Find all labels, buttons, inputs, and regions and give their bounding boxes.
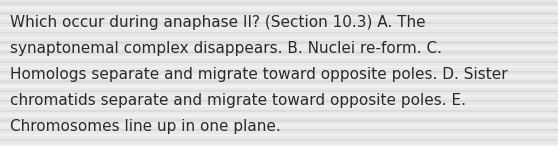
Bar (0, 66, 558, 68)
Bar (0, 139, 558, 141)
Bar (0, 75, 558, 78)
Bar (0, 17, 558, 19)
Bar (0, 134, 558, 136)
Bar (0, 105, 558, 107)
Bar (0, 27, 558, 29)
Text: Chromosomes line up in one plane.: Chromosomes line up in one plane. (10, 119, 281, 134)
Bar (0, 71, 558, 73)
Bar (0, 124, 558, 127)
Bar (0, 12, 558, 15)
Bar (0, 32, 558, 34)
Bar (0, 85, 558, 88)
Bar (0, 80, 558, 83)
Bar (0, 7, 558, 10)
Bar (0, 95, 558, 97)
Text: Which occur during anaphase II? (Section 10.3) A. The: Which occur during anaphase II? (Section… (10, 15, 426, 30)
Bar (0, 144, 558, 146)
Bar (0, 22, 558, 24)
Text: chromatids separate and migrate toward opposite poles. E.: chromatids separate and migrate toward o… (10, 93, 466, 108)
Bar (0, 110, 558, 112)
Bar (0, 2, 558, 5)
Text: Homologs separate and migrate toward opposite poles. D. Sister: Homologs separate and migrate toward opp… (10, 67, 508, 82)
Bar (0, 114, 558, 117)
Bar (0, 61, 558, 63)
Bar (0, 36, 558, 39)
Bar (0, 56, 558, 58)
Bar (0, 41, 558, 44)
Bar (0, 51, 558, 54)
Bar (0, 100, 558, 102)
Bar (0, 129, 558, 131)
Bar (0, 119, 558, 122)
Bar (0, 46, 558, 49)
Text: synaptonemal complex disappears. B. Nuclei re-form. C.: synaptonemal complex disappears. B. Nucl… (10, 41, 442, 56)
Bar (0, 90, 558, 92)
